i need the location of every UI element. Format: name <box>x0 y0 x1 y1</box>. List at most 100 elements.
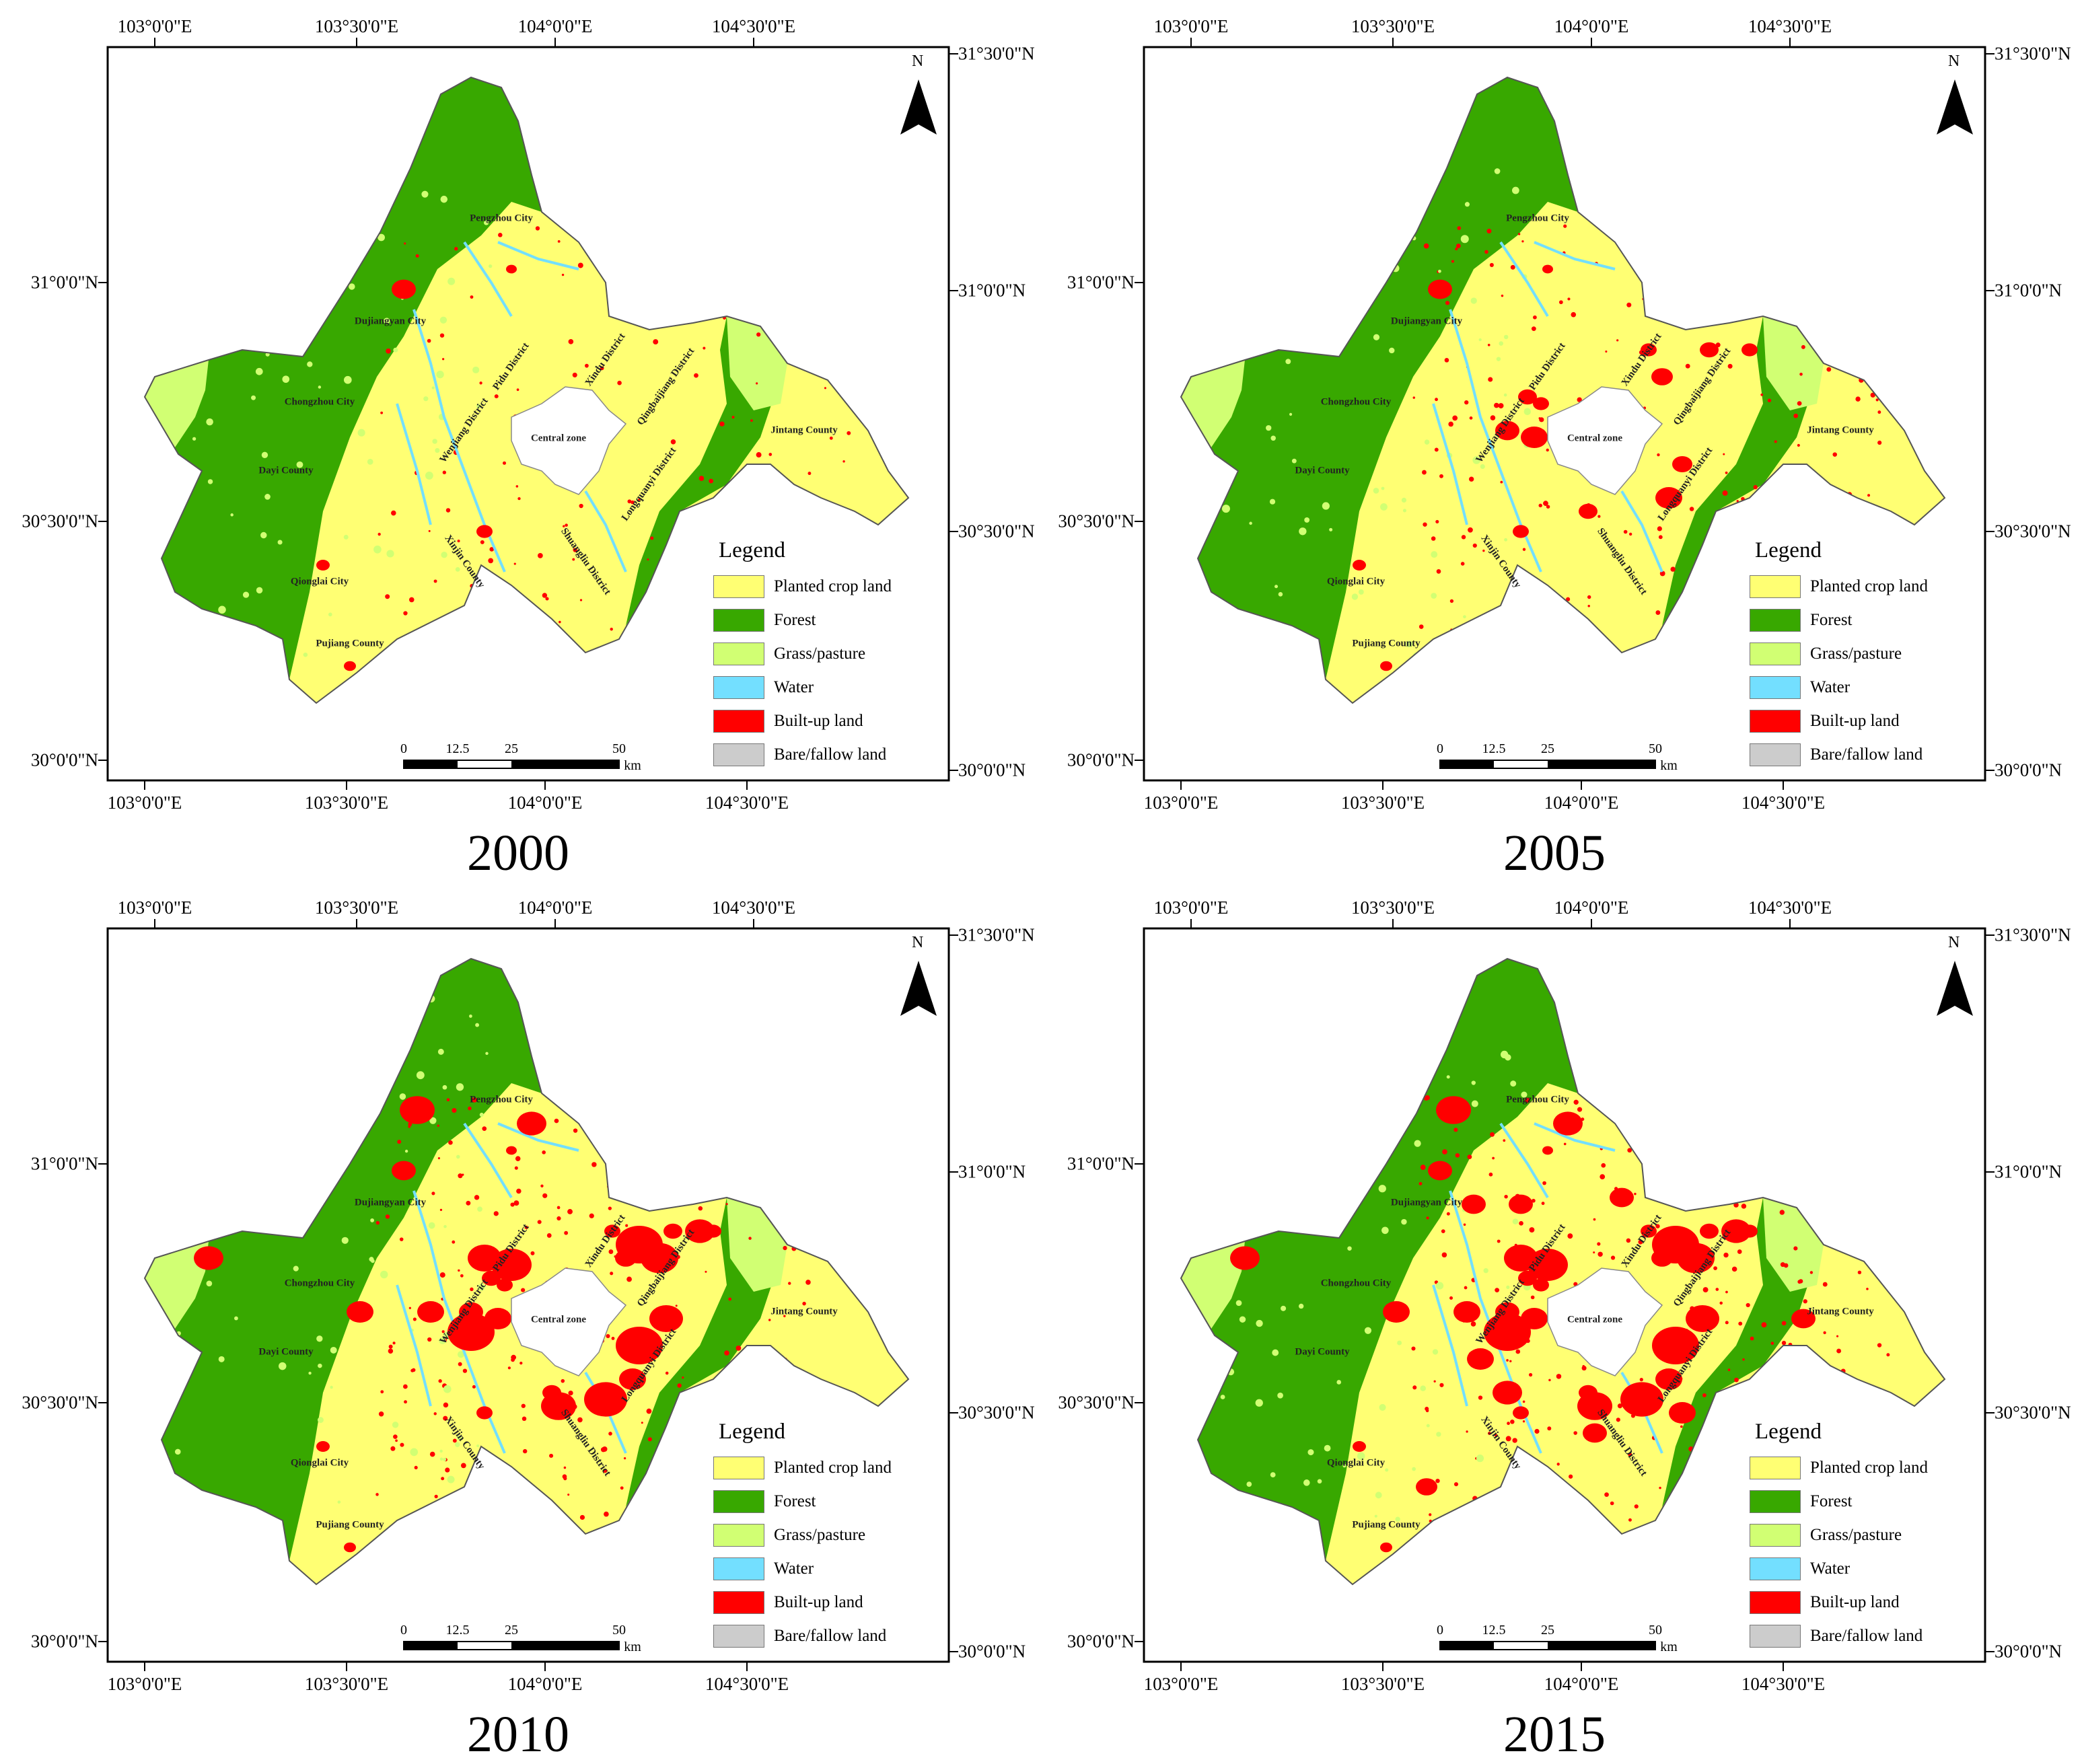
builtup-speck <box>565 523 568 527</box>
builtup-speck <box>617 380 622 385</box>
builtup-speck <box>1597 1242 1601 1246</box>
builtup-speck <box>682 1376 684 1379</box>
builtup-speck <box>556 1216 561 1221</box>
builtup-speck <box>1750 1336 1754 1341</box>
builtup-speck <box>1779 1210 1785 1215</box>
grass-speck <box>255 367 263 375</box>
builtup-speck <box>1435 398 1438 402</box>
builtup-cluster <box>392 279 416 299</box>
builtup-speck <box>1542 1181 1546 1185</box>
builtup-cluster <box>1791 1309 1816 1329</box>
builtup-speck <box>1455 1153 1460 1158</box>
builtup-speck <box>414 1465 418 1470</box>
builtup-speck <box>650 536 654 540</box>
grass-speck <box>1503 393 1507 397</box>
builtup-speck <box>452 1107 457 1113</box>
lat-tick-label-right: 30°0'0"N <box>958 1641 1026 1662</box>
builtup-speck <box>1411 1346 1416 1351</box>
builtup-cluster <box>344 661 356 671</box>
grass-speck <box>399 1093 406 1100</box>
builtup-speck <box>756 452 762 458</box>
grass-speck <box>1272 1349 1279 1356</box>
builtup-speck <box>572 558 575 561</box>
grass-speck <box>485 1052 489 1056</box>
builtup-cluster <box>392 1161 416 1181</box>
lat-tick-label-right: 30°30'0"N <box>1995 1402 2071 1423</box>
builtup-speck <box>1597 515 1601 518</box>
builtup-speck <box>458 1362 462 1366</box>
builtup-speck <box>1685 363 1690 369</box>
builtup-speck <box>1725 1290 1728 1294</box>
builtup-speck <box>675 1304 678 1307</box>
builtup-speck <box>1532 1198 1536 1203</box>
grass-speck <box>1395 1516 1400 1522</box>
builtup-speck <box>1793 413 1799 418</box>
legend-item: Water <box>713 671 935 704</box>
builtup-speck <box>1736 500 1739 503</box>
grass-pasture-area <box>145 360 209 454</box>
builtup-speck <box>1610 1501 1614 1506</box>
builtup-speck <box>824 387 826 390</box>
builtup-speck <box>1638 1239 1643 1245</box>
legend-item: Grass/pasture <box>1750 1518 1972 1552</box>
lat-tick-label-right: 30°0'0"N <box>1995 760 2062 780</box>
river <box>463 241 513 318</box>
grass-speck <box>367 459 373 465</box>
legend-swatch <box>713 710 764 733</box>
builtup-speck <box>442 358 445 361</box>
grass-speck <box>423 396 429 402</box>
builtup-speck <box>1797 401 1802 406</box>
builtup-speck <box>610 1272 614 1276</box>
grass-speck <box>454 1442 460 1447</box>
place-label: Jintang County <box>770 425 838 436</box>
builtup-cluster <box>1428 279 1452 299</box>
builtup-speck <box>585 363 589 368</box>
builtup-speck <box>1628 1518 1632 1522</box>
builtup-speck <box>1657 453 1660 457</box>
grass-speck <box>330 1385 333 1389</box>
builtup-speck <box>519 1361 523 1365</box>
builtup-speck <box>577 262 583 268</box>
builtup-speck <box>646 1408 652 1414</box>
scale-bar-label: 50 <box>612 1623 626 1638</box>
builtup-speck <box>1522 1400 1525 1403</box>
grass-speck <box>317 1417 324 1424</box>
region-boundary <box>1180 957 1946 1586</box>
builtup-speck <box>1774 440 1777 443</box>
builtup-speck <box>1490 1132 1495 1137</box>
builtup-speck <box>568 1391 573 1396</box>
builtup-speck <box>608 1432 612 1436</box>
builtup-speck <box>1753 484 1758 490</box>
legend-title: Legend <box>1755 1420 1822 1444</box>
builtup-speck <box>1449 599 1454 603</box>
place-label: Chongzhou City <box>1320 396 1392 408</box>
builtup-speck <box>561 1379 565 1383</box>
builtup-speck <box>724 1350 729 1356</box>
scale-bar <box>1439 760 1656 769</box>
grass-speck <box>1414 1140 1421 1147</box>
builtup-speck <box>480 540 484 544</box>
builtup-speck <box>1539 417 1544 422</box>
map-svg <box>98 919 958 1671</box>
builtup-cluster <box>616 1327 663 1364</box>
grass-speck <box>1420 1385 1426 1391</box>
forest-area <box>1181 77 1578 679</box>
builtup-speck <box>1563 1142 1567 1146</box>
place-label: Central zone <box>1567 433 1623 444</box>
builtup-speck <box>1422 470 1427 475</box>
grass-pasture-area <box>1181 1241 1245 1335</box>
builtup-speck <box>608 1249 614 1254</box>
builtup-speck <box>1605 350 1608 353</box>
grass-speck <box>1298 1303 1304 1309</box>
builtup-cluster <box>1577 1392 1612 1420</box>
lon-tick-label-top: 103°30'0"E <box>1351 897 1435 918</box>
scale-bar-label: 0 <box>1437 1623 1443 1638</box>
panel-year-caption: 2000 <box>467 825 569 881</box>
lon-tick-label-top: 103°0'0"E <box>117 897 192 918</box>
lat-tick-label-left: 30°0'0"N <box>1067 749 1135 770</box>
grass-speck <box>1431 593 1437 599</box>
scale-bar-label: 50 <box>1649 741 1662 756</box>
builtup-speck <box>1546 448 1549 452</box>
builtup-speck <box>579 1514 585 1520</box>
grass-speck <box>1438 269 1441 273</box>
